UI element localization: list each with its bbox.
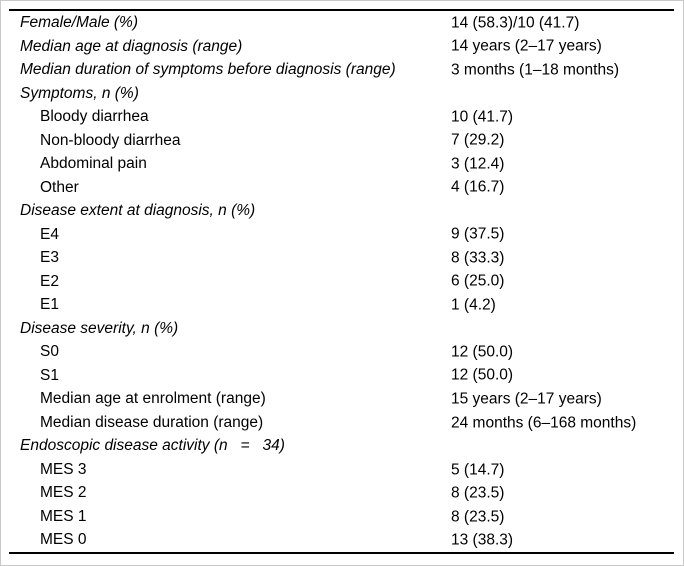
row-value: 9 (37.5)	[451, 225, 505, 243]
table-row: S1 12 (50.0)	[9, 364, 674, 388]
row-value: 1 (4.2)	[451, 296, 496, 314]
row-value: 12 (50.0)	[451, 343, 514, 361]
table-top-rule	[9, 9, 674, 11]
row-value: 3 (12.4)	[451, 155, 505, 173]
section-label: Endoscopic disease activity (n = 34)	[20, 437, 285, 455]
table-section-row: Symptoms, n (%)	[9, 82, 674, 106]
row-value: 14 (58.3)/10 (41.7)	[451, 14, 580, 31]
row-label: Median age at diagnosis (range)	[20, 37, 243, 55]
row-label: E3	[40, 249, 59, 267]
row-label: Median duration of symptoms before diagn…	[20, 61, 396, 79]
table-row: Median age at diagnosis (range) 14 years…	[9, 35, 674, 59]
row-label: Bloody diarrhea	[40, 108, 149, 126]
table-row: Bloody diarrhea 10 (41.7)	[9, 105, 674, 129]
table-row: MES 3 5 (14.7)	[9, 458, 674, 482]
row-value: 10 (41.7)	[451, 108, 514, 126]
table-row: E2 6 (25.0)	[9, 270, 674, 294]
table-row: Female/Male (%) 14 (58.3)/10 (41.7)	[9, 11, 674, 35]
row-label: S1	[40, 366, 59, 384]
table-section-row: Endoscopic disease activity (n = 34)	[9, 434, 674, 458]
row-label: E2	[40, 272, 59, 290]
table-row: Non-bloody diarrhea 7 (29.2)	[9, 129, 674, 153]
table-row: Other 4 (16.7)	[9, 176, 674, 200]
table-bottom-rule	[9, 552, 674, 554]
row-label: S0	[40, 343, 59, 361]
table-row: E4 9 (37.5)	[9, 223, 674, 247]
row-label: MES 1	[40, 507, 87, 525]
row-label: Female/Male (%)	[20, 14, 138, 31]
row-value: 3 months (1–18 months)	[451, 61, 620, 79]
table-row: Median disease duration (range) 24 month…	[9, 411, 674, 435]
table-row: Median age at enrolment (range) 15 years…	[9, 387, 674, 411]
row-value: 8 (23.5)	[451, 484, 505, 502]
table-row: E3 8 (33.3)	[9, 246, 674, 270]
row-value: 8 (33.3)	[451, 249, 505, 267]
table-row: MES 1 8 (23.5)	[9, 505, 674, 529]
table-row: Abdominal pain 3 (12.4)	[9, 152, 674, 176]
row-label: MES 2	[40, 484, 87, 502]
table-row: Median duration of symptoms before diagn…	[9, 58, 674, 82]
row-value: 6 (25.0)	[451, 272, 505, 290]
row-label: MES 0	[40, 531, 87, 549]
section-label: Disease severity, n (%)	[20, 319, 179, 337]
row-value: 8 (23.5)	[451, 507, 505, 525]
table-section-row: Disease extent at diagnosis, n (%)	[9, 199, 674, 223]
table-row: MES 0 13 (38.3)	[9, 528, 674, 552]
row-value: 12 (50.0)	[451, 366, 514, 384]
section-label: Symptoms, n (%)	[20, 84, 139, 102]
table-row: S0 12 (50.0)	[9, 340, 674, 364]
row-value: 5 (14.7)	[451, 460, 505, 478]
row-label: Other	[40, 178, 79, 196]
table-body: Female/Male (%) 14 (58.3)/10 (41.7) Medi…	[9, 11, 674, 552]
row-value: 13 (38.3)	[451, 531, 514, 549]
row-value: 15 years (2–17 years)	[451, 390, 602, 408]
row-label: E4	[40, 225, 59, 243]
table-row: MES 2 8 (23.5)	[9, 481, 674, 505]
row-label: E1	[40, 296, 59, 314]
row-value: 24 months (6–168 months)	[451, 413, 637, 431]
section-label: Disease extent at diagnosis, n (%)	[20, 202, 256, 220]
row-label: Median age at enrolment (range)	[40, 390, 266, 408]
row-label: Non-bloody diarrhea	[40, 131, 181, 149]
row-value: 7 (29.2)	[451, 131, 505, 149]
row-label: MES 3	[40, 460, 87, 478]
row-label: Median disease duration (range)	[40, 413, 264, 431]
row-value: 4 (16.7)	[451, 178, 505, 196]
table-section-row: Disease severity, n (%)	[9, 317, 674, 341]
row-label: Abdominal pain	[40, 155, 147, 173]
table-row: E1 1 (4.2)	[9, 293, 674, 317]
row-value: 14 years (2–17 years)	[451, 37, 602, 55]
